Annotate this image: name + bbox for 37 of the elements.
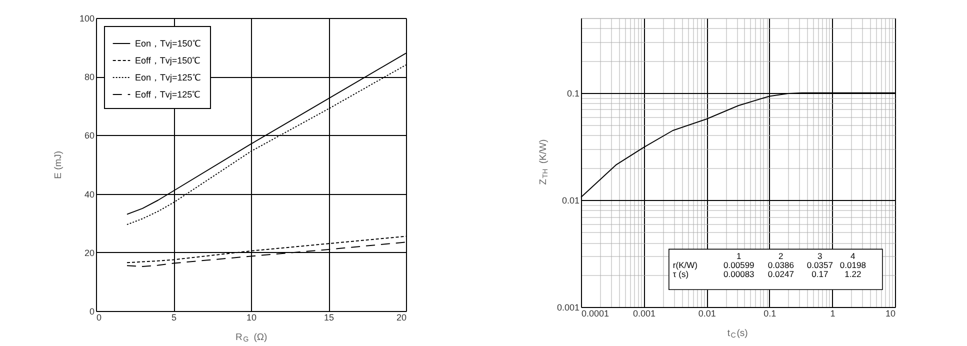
annotation: 0.00083: [724, 269, 755, 280]
annotation: 0.0247: [768, 269, 794, 280]
annotation: 1: [736, 251, 742, 262]
x-tick-label: 0: [96, 312, 102, 322]
annotation: τ (s): [672, 269, 689, 280]
x-tick-label: 0.0001: [582, 308, 610, 318]
y-tick-label: 0.01: [562, 195, 580, 206]
annotation: 1.22: [844, 269, 862, 280]
annotation: 2: [778, 251, 784, 262]
annotation: 0.0386: [768, 260, 794, 270]
y-tick-label: 60: [84, 130, 94, 141]
annotation: 0.0357: [806, 260, 834, 270]
y-tick-label: 100: [79, 14, 94, 24]
x-tick-label: 0.01: [698, 308, 716, 318]
y-tick-label: 80: [84, 72, 94, 82]
x-tick-label: 0.1: [764, 308, 776, 318]
x-tick-label: 5: [171, 312, 177, 322]
legend-label: Eon，Tvj=125℃: [135, 72, 200, 82]
y-axis-title: E (mJ): [53, 150, 64, 179]
annotation: 4: [850, 251, 856, 262]
x-tick-label: 0.001: [633, 308, 656, 318]
legend-label: Eoff，Tvj=150℃: [135, 56, 200, 66]
annotation: 0.00599: [724, 260, 755, 270]
annotation: 0.17: [812, 269, 828, 280]
annotation: 0.0198: [840, 260, 866, 270]
y-tick-label: 20: [84, 248, 94, 258]
x-tick-label: 1: [830, 308, 836, 318]
x-tick-label: 15: [324, 312, 334, 322]
y-tick-label: 0.1: [566, 88, 580, 98]
annotation: r(K/W): [672, 260, 698, 270]
x-tick-label: 20: [396, 312, 406, 322]
x-tick-label: 10: [246, 312, 257, 322]
legend-label: Eoff，Tvj=125℃: [135, 90, 200, 100]
annotation: 3: [818, 251, 823, 262]
x-tick-label: 10: [885, 308, 896, 318]
y-tick-label: 40: [84, 189, 94, 200]
legend-label: Eon，Tvj=150℃: [135, 38, 200, 48]
